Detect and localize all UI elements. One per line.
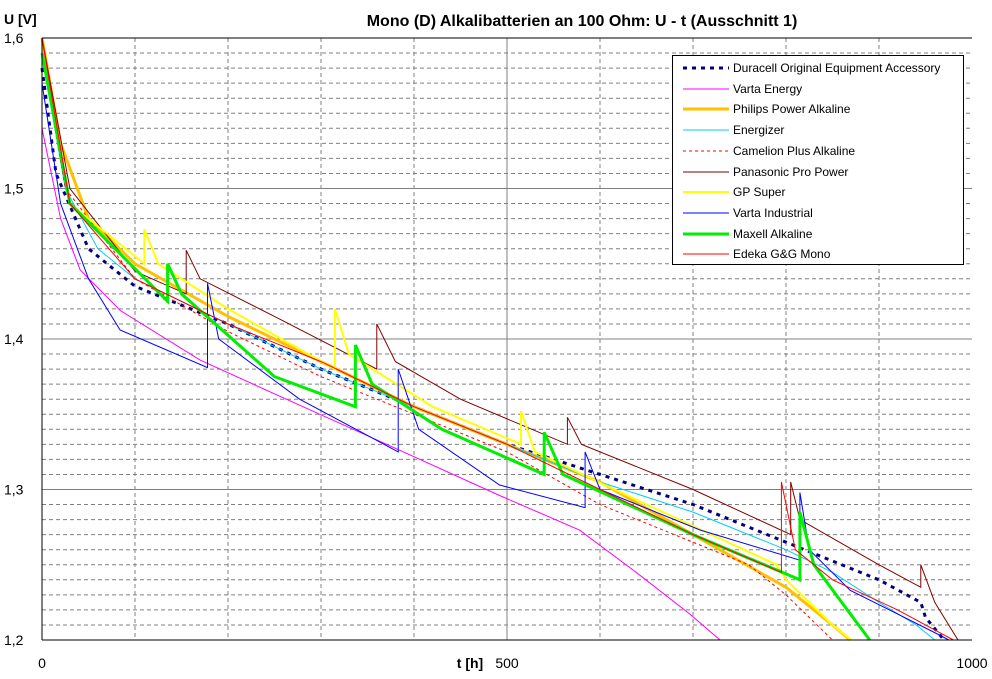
legend-swatch bbox=[683, 253, 729, 255]
legend-item: Camelion Plus Alkaline bbox=[677, 141, 855, 161]
legend: Duracell Original Equipment Accessory Var… bbox=[672, 55, 964, 265]
legend-label: Edeka G&G Mono bbox=[733, 247, 831, 262]
chart-title: Mono (D) Alkalibatterien an 100 Ohm: U -… bbox=[367, 13, 798, 30]
legend-item: Panasonic Pro Power bbox=[677, 162, 848, 182]
tick-labels: 1,2 1,3 1,4 1,5 1,6 0 500 1000 bbox=[4, 30, 988, 671]
legend-swatch bbox=[683, 232, 729, 236]
legend-label: Energizer bbox=[733, 123, 785, 138]
legend-item: GP Super bbox=[677, 182, 785, 202]
legend-item: Edeka G&G Mono bbox=[677, 244, 830, 264]
legend-swatch bbox=[683, 107, 729, 111]
legend-item: Philips Power Alkaline bbox=[677, 99, 850, 119]
legend-swatch bbox=[683, 66, 729, 70]
series-line-5 bbox=[41, 37, 959, 641]
legend-swatch bbox=[683, 88, 729, 90]
legend-item: Varta Industrial bbox=[677, 203, 813, 223]
x-axis-label: t [h] bbox=[457, 655, 483, 671]
legend-swatch bbox=[683, 150, 729, 152]
y-tick-label: 1,4 bbox=[4, 331, 24, 347]
series-lines bbox=[40, 37, 959, 642]
x-tick-label: 0 bbox=[38, 655, 46, 671]
y-tick-label: 1,2 bbox=[4, 632, 24, 648]
legend-label: Varta Energy bbox=[733, 81, 803, 96]
axes bbox=[41, 37, 972, 641]
x-tick-label: 1000 bbox=[956, 655, 987, 671]
y-tick-label: 1,6 bbox=[4, 30, 24, 46]
legend-item: Maxell Alkaline bbox=[677, 224, 812, 244]
legend-swatch bbox=[683, 191, 729, 194]
grid bbox=[42, 38, 972, 640]
legend-label: Panasonic Pro Power bbox=[733, 164, 849, 179]
legend-item: Energizer bbox=[677, 120, 784, 140]
series-line-8 bbox=[40, 52, 871, 641]
series-line-6 bbox=[41, 52, 852, 641]
legend-label: Varta Industrial bbox=[733, 205, 813, 220]
y-axis-label: U [V] bbox=[4, 11, 37, 27]
legend-label: Camelion Plus Alkaline bbox=[733, 143, 856, 158]
y-tick-label: 1,5 bbox=[4, 181, 24, 197]
legend-item: Duracell Original Equipment Accessory bbox=[677, 58, 940, 78]
series-line-1 bbox=[41, 128, 721, 641]
legend-label: Duracell Original Equipment Accessory bbox=[733, 61, 941, 75]
legend-label: Philips Power Alkaline bbox=[733, 102, 851, 117]
legend-swatch bbox=[683, 171, 729, 172]
legend-swatch bbox=[683, 212, 729, 214]
series-line-0 bbox=[40, 67, 946, 641]
y-tick-label: 1,3 bbox=[4, 482, 24, 498]
legend-label: Maxell Alkaline bbox=[733, 226, 813, 241]
legend-swatch bbox=[683, 129, 729, 131]
series-line-7 bbox=[41, 83, 950, 641]
legend-label: GP Super bbox=[733, 185, 786, 200]
legend-item: Varta Energy bbox=[677, 79, 802, 99]
series-line-4 bbox=[41, 53, 833, 641]
x-tick-label: 500 bbox=[495, 655, 519, 671]
series-line-9 bbox=[41, 37, 954, 641]
